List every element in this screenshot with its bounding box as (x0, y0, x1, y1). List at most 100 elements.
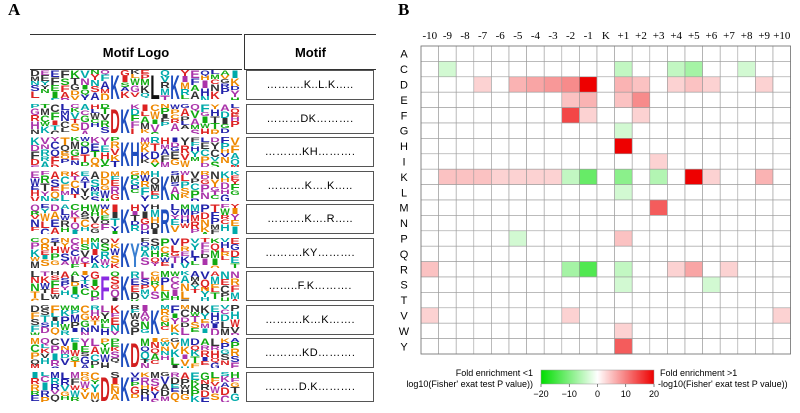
heatmap-cell (561, 61, 580, 78)
heatmap-cell (596, 153, 615, 170)
heatmap-cell (719, 107, 739, 124)
heatmap-cell (649, 138, 668, 155)
heatmap-cell (473, 122, 492, 139)
svg-text:F: F (100, 223, 110, 232)
svg-text:T: T (90, 320, 102, 327)
svg-text:R: R (50, 198, 60, 201)
svg-text:A: A (60, 91, 70, 100)
svg-text:Y: Y (90, 73, 101, 82)
heatmap-cell (491, 230, 510, 247)
column-label: +4 (670, 30, 682, 42)
svg-text:G: G (160, 372, 170, 378)
svg-text:A: A (50, 210, 60, 222)
svg-text:K: K (190, 395, 200, 402)
svg-text:R: R (140, 180, 150, 189)
svg-text:I: I (220, 117, 230, 126)
heatmap-cell (755, 292, 774, 309)
svg-text:A: A (200, 231, 210, 234)
svg-text:R: R (160, 308, 170, 317)
svg-text:F: F (40, 171, 52, 177)
svg-text:H: H (160, 137, 170, 147)
svg-text:D: D (70, 282, 80, 288)
heatmap-cell (702, 338, 721, 355)
svg-text:G: G (40, 305, 50, 311)
svg-text:D: D (80, 121, 90, 133)
svg-text:E: E (30, 164, 40, 167)
svg-text:S: S (30, 318, 41, 327)
row-label: V (400, 311, 408, 323)
heatmap-cell (684, 122, 703, 139)
heatmap-cell (649, 153, 668, 170)
heatmap-cell (667, 61, 686, 78)
heatmap-cell (508, 122, 527, 139)
svg-text:E: E (110, 179, 121, 188)
svg-text:S: S (110, 275, 120, 287)
svg-text:F: F (170, 305, 180, 316)
svg-text:D: D (150, 150, 160, 162)
svg-text:F: F (210, 378, 222, 384)
svg-text:Y: Y (90, 380, 101, 386)
heatmap-cell (755, 91, 774, 108)
heatmap-cell (631, 45, 651, 62)
svg-text:D: D (180, 322, 190, 329)
svg-text:W: W (180, 223, 190, 230)
svg-text:V: V (230, 326, 240, 335)
heatmap-cell (596, 168, 615, 185)
heatmap-cell (526, 107, 545, 124)
svg-text:H: H (140, 385, 150, 391)
heatmap-cell (543, 138, 563, 155)
svg-text:L: L (60, 208, 70, 217)
svg-text:K: K (120, 372, 130, 402)
svg-text:I: I (40, 255, 53, 261)
svg-text:D: D (40, 326, 50, 335)
svg-text:P: P (160, 122, 171, 128)
svg-text:K: K (120, 90, 130, 100)
svg-text:M: M (160, 161, 170, 167)
svg-text:Y: Y (140, 204, 151, 214)
svg-text:W: W (140, 317, 151, 323)
svg-text:L: L (190, 249, 200, 260)
svg-text:K: K (120, 104, 130, 134)
svg-text:Y: Y (130, 238, 140, 268)
svg-text:D: D (190, 338, 200, 348)
svg-text:G: G (230, 382, 240, 389)
svg-text:K: K (160, 171, 170, 201)
heatmap-cell (649, 215, 668, 232)
heatmap-cell (667, 107, 686, 124)
svg-text:T: T (80, 180, 90, 191)
svg-text:A: A (150, 159, 160, 165)
heatmap-cell (719, 138, 739, 155)
heatmap-cell (684, 215, 703, 232)
svg-text:Q: Q (210, 358, 220, 364)
svg-text:P: P (210, 217, 221, 226)
svg-text:L: L (50, 313, 62, 319)
svg-text:D: D (170, 142, 180, 149)
svg-text:R: R (220, 215, 230, 221)
svg-text:T: T (70, 194, 82, 200)
heatmap-cell (543, 91, 563, 108)
svg-text:K: K (70, 108, 80, 114)
svg-text:T: T (110, 217, 120, 229)
svg-text:V: V (40, 137, 51, 147)
motif-text: ……….K….R….. (246, 204, 374, 234)
heatmap-cell (473, 91, 492, 108)
motif-table: Motif Logo Motif DMNSLEEYYNEFEIFFSFAPKTG… (30, 34, 376, 406)
svg-text:Y: Y (60, 242, 71, 249)
svg-text:C: C (30, 238, 40, 244)
svg-text:A: A (110, 393, 120, 402)
svg-text:M: M (190, 204, 200, 214)
heatmap-cell (614, 122, 633, 139)
svg-text:V: V (80, 249, 91, 260)
svg-text:F: F (30, 311, 40, 322)
svg-text:S: S (90, 195, 100, 201)
svg-text:W: W (130, 312, 140, 321)
heatmap-cell (614, 338, 633, 355)
svg-text:K: K (230, 171, 240, 177)
svg-text:S: S (190, 321, 201, 330)
heatmap-cell (473, 338, 492, 355)
heatmap-cell (526, 338, 545, 355)
svg-text:Q: Q (110, 288, 120, 300)
heatmap-cell (702, 76, 721, 93)
svg-text:I: I (180, 354, 190, 361)
svg-text:P: P (50, 252, 60, 263)
